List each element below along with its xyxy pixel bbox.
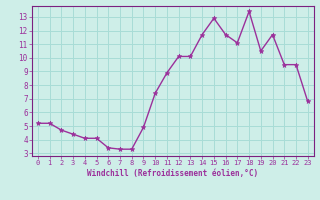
X-axis label: Windchill (Refroidissement éolien,°C): Windchill (Refroidissement éolien,°C) [87,169,258,178]
